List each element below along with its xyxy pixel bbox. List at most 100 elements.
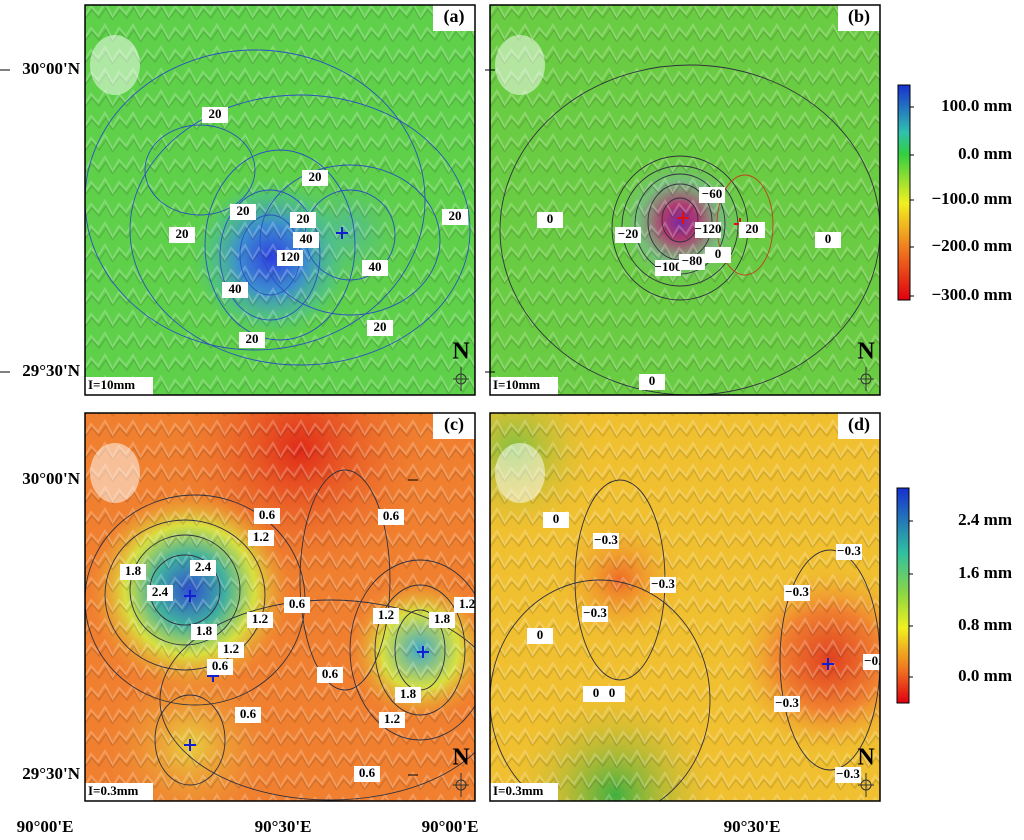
panel-label-bg — [838, 5, 880, 31]
contour-label-bg — [739, 222, 765, 238]
contour-line — [144, 124, 256, 216]
contour-label-bg — [222, 282, 248, 298]
contour-line — [779, 549, 880, 771]
contour-label-bg — [582, 606, 608, 622]
contour-label: −0.3 — [651, 576, 675, 591]
contour-label: 40 — [300, 231, 313, 246]
contour-label: 20 — [309, 169, 322, 184]
latitude-label: 30°00'N — [22, 59, 81, 78]
contour-label: 1.2 — [459, 596, 475, 611]
contour-line — [621, 165, 739, 287]
contour-line — [349, 559, 475, 741]
contour-label: 2.4 — [152, 584, 169, 599]
contour-label-bg — [442, 209, 468, 225]
map-panel: 0.61.21.8 2.42.41.21.81.20.60.60.60.61.2 1… — [84, 412, 476, 802]
source-marker — [184, 739, 196, 751]
contour-line — [154, 694, 226, 786]
contour-label-bg — [230, 204, 256, 220]
contour-label: 0 — [537, 627, 544, 642]
latitude-label: 30°00'N — [22, 469, 81, 488]
terrain-shading — [490, 5, 880, 395]
colorbar-label: 2.4 mm — [958, 510, 1012, 529]
contour-line — [204, 149, 356, 341]
north-arrow — [858, 367, 874, 391]
snow-patch — [90, 443, 140, 503]
contour-label-bg — [835, 767, 861, 783]
north-arrow-label: N — [857, 745, 875, 771]
contour-label: −0.3 — [583, 605, 607, 620]
interval-bg — [490, 377, 558, 395]
contour-label: 0.6 — [212, 658, 229, 673]
contour-label: 20 — [176, 226, 189, 241]
contour-label: 20 — [374, 319, 387, 334]
source-marker — [184, 590, 196, 602]
contour-label-bg — [543, 512, 569, 528]
contour-label-bg — [599, 686, 625, 702]
contour-label: −0.3 — [836, 766, 860, 781]
contour-label: 0 — [825, 231, 832, 246]
contour-label: 1.8 — [196, 623, 213, 638]
colorbar-label: 0.0 mm — [958, 144, 1012, 163]
contour-label: 1.8 — [434, 611, 451, 626]
panel-label: (d) — [848, 414, 870, 435]
contour-label: 20 — [209, 106, 222, 121]
latitude-label: 29°30'N — [22, 361, 81, 380]
contour-label: −20 — [618, 226, 638, 241]
contour-line — [219, 189, 321, 321]
north-arrow-label: N — [857, 339, 875, 365]
interval-label: I=0.3mm — [493, 783, 544, 798]
panel-label-bg — [838, 413, 880, 439]
contour-label-bg — [191, 624, 217, 640]
snow-patch — [495, 35, 545, 95]
contour-label-bg — [373, 608, 399, 624]
panel-frame — [84, 412, 476, 802]
contour-label-bg — [120, 564, 146, 580]
contour-label-bg — [207, 659, 233, 675]
contour-label: 0 — [649, 373, 656, 388]
contour-label: 20 — [237, 203, 250, 218]
contour-label: 0.6 — [289, 596, 306, 611]
contour-label-bg — [593, 533, 619, 549]
contour-label: 20 — [246, 331, 259, 346]
contour-label: 1.2 — [223, 641, 239, 656]
contour-label-bg — [293, 232, 319, 248]
contour-label: −0.3 — [594, 532, 618, 547]
latitude-label: 29°30'N — [22, 764, 81, 783]
contour-label: −0.3 — [785, 584, 809, 599]
interval-label: I=10mm — [88, 377, 135, 392]
contour-label: 0.6 — [259, 507, 276, 522]
terrain-shading — [85, 5, 475, 395]
contour-line — [299, 469, 391, 691]
contour-label-bg — [239, 332, 265, 348]
contour-label-bg — [378, 509, 404, 525]
contour-line — [499, 64, 880, 395]
contour-label-bg — [147, 585, 173, 601]
contour-label: −0.3 — [864, 653, 888, 668]
contour-label-bg — [317, 667, 343, 683]
contour-label-bg — [277, 250, 303, 266]
contour-label-bg — [362, 260, 388, 276]
contour-line — [490, 579, 711, 801]
contour-label: 2.4 — [195, 559, 212, 574]
contour-label-bg — [284, 597, 310, 613]
contour-label: 20 — [746, 221, 759, 236]
colorbar-label: 1.6 mm — [958, 563, 1012, 582]
contour-line — [104, 519, 266, 671]
colorbar-label: 0.0 mm — [958, 666, 1012, 685]
contour-label-bg — [354, 766, 380, 782]
interval-bg — [85, 377, 153, 395]
contour-label-bg — [395, 687, 421, 703]
contour-line — [129, 534, 241, 646]
contour-label: 20 — [449, 208, 462, 223]
contour-line — [129, 94, 471, 366]
contour-label: 1.8 — [125, 563, 142, 578]
contour-label-bg — [290, 212, 316, 228]
panel-content: 0 −20 −60 −120 −100 −80 0 20 0 0 (b) I=10mm N — [490, 5, 880, 395]
contour-label-bg — [705, 247, 731, 263]
colorbar-label: 100.0 mm — [941, 96, 1012, 115]
contour-label: −60 — [702, 186, 722, 201]
contour-line — [85, 49, 426, 351]
